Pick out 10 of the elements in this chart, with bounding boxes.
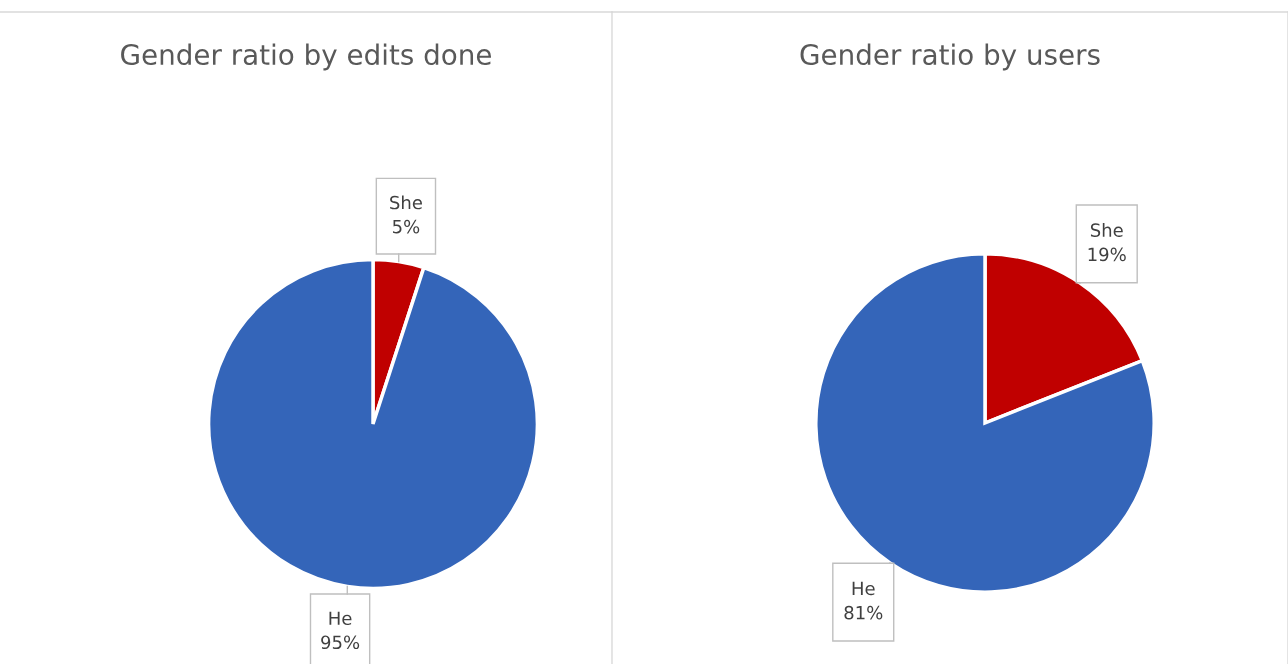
data-label: 95% [321,635,360,650]
data-label: 81% [844,605,883,620]
slice-label: He [852,581,875,596]
slice-label: He [329,611,352,626]
chart-title: Gender ratio by edits done [121,43,491,71]
data-label: 5% [392,219,420,234]
chart-title: Gender ratio by users [800,43,1100,71]
data-label: 19% [1088,247,1126,262]
slice-label: She [1090,223,1123,237]
slice-label: She [390,195,422,210]
